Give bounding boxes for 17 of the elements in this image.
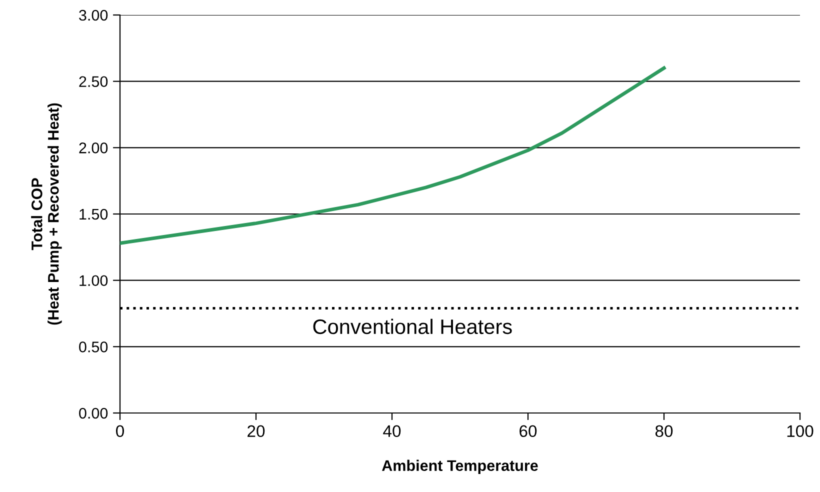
y-tick-label: 3.00	[79, 10, 108, 21]
ref-line-label: Conventional Heaters	[313, 318, 512, 334]
x-axis-title: Ambient Temperature	[382, 460, 538, 474]
x-tick-label: 100	[787, 425, 814, 438]
x-tick-label: 0	[116, 425, 124, 438]
x-tick-label: 60	[520, 425, 537, 438]
x-tick-label: 40	[383, 425, 401, 438]
y-tick-label: 2.50	[79, 76, 108, 88]
y-axis-title: Total COP (Heat Pump + Recovered Heat)	[31, 103, 62, 325]
y-tick-label: 1.00	[80, 275, 108, 286]
x-tick-label: 20	[248, 425, 265, 438]
y-tick-label: 1.50	[80, 208, 108, 220]
y-tick-label: 0.50	[79, 342, 108, 352]
line-series	[120, 66, 666, 245]
y-tick-label: 2.00	[79, 142, 108, 154]
x-tick-label: 80	[655, 425, 673, 438]
y-tick-label: 0.00	[79, 408, 108, 419]
